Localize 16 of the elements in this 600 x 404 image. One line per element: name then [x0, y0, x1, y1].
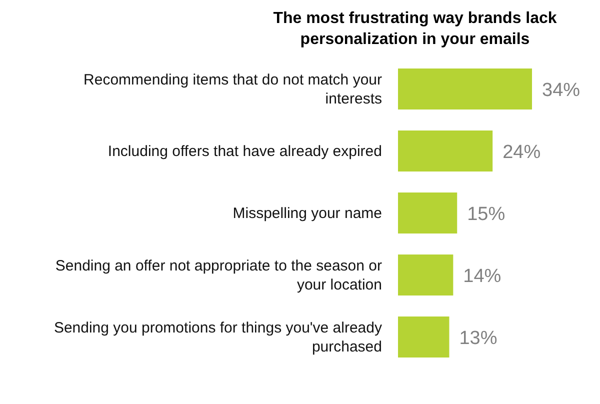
- y-tick-label: Misspelling your name: [232, 205, 382, 222]
- data-label: 15%: [467, 204, 506, 225]
- y-tick-label: Including offers that have already expired: [108, 143, 382, 160]
- data-label: 13%: [459, 328, 498, 349]
- data-label: 14%: [463, 266, 502, 287]
- bar: [398, 130, 493, 172]
- y-tick-label: Sending you promotions for things you've already purchased: [54, 320, 382, 356]
- data-label: 34%: [542, 80, 580, 101]
- bar: [398, 254, 454, 296]
- chart-title: The most frustrating way brands lack personalization in your emails: [272, 9, 558, 50]
- data-label: 24%: [502, 142, 541, 163]
- y-tick-label: Recommending items that do not match your interests: [84, 72, 382, 108]
- bar: [398, 68, 532, 110]
- bar: [398, 316, 450, 358]
- y-tick-label: Sending an offer not appropriate to the season or your location: [55, 258, 382, 294]
- bar: [398, 192, 458, 234]
